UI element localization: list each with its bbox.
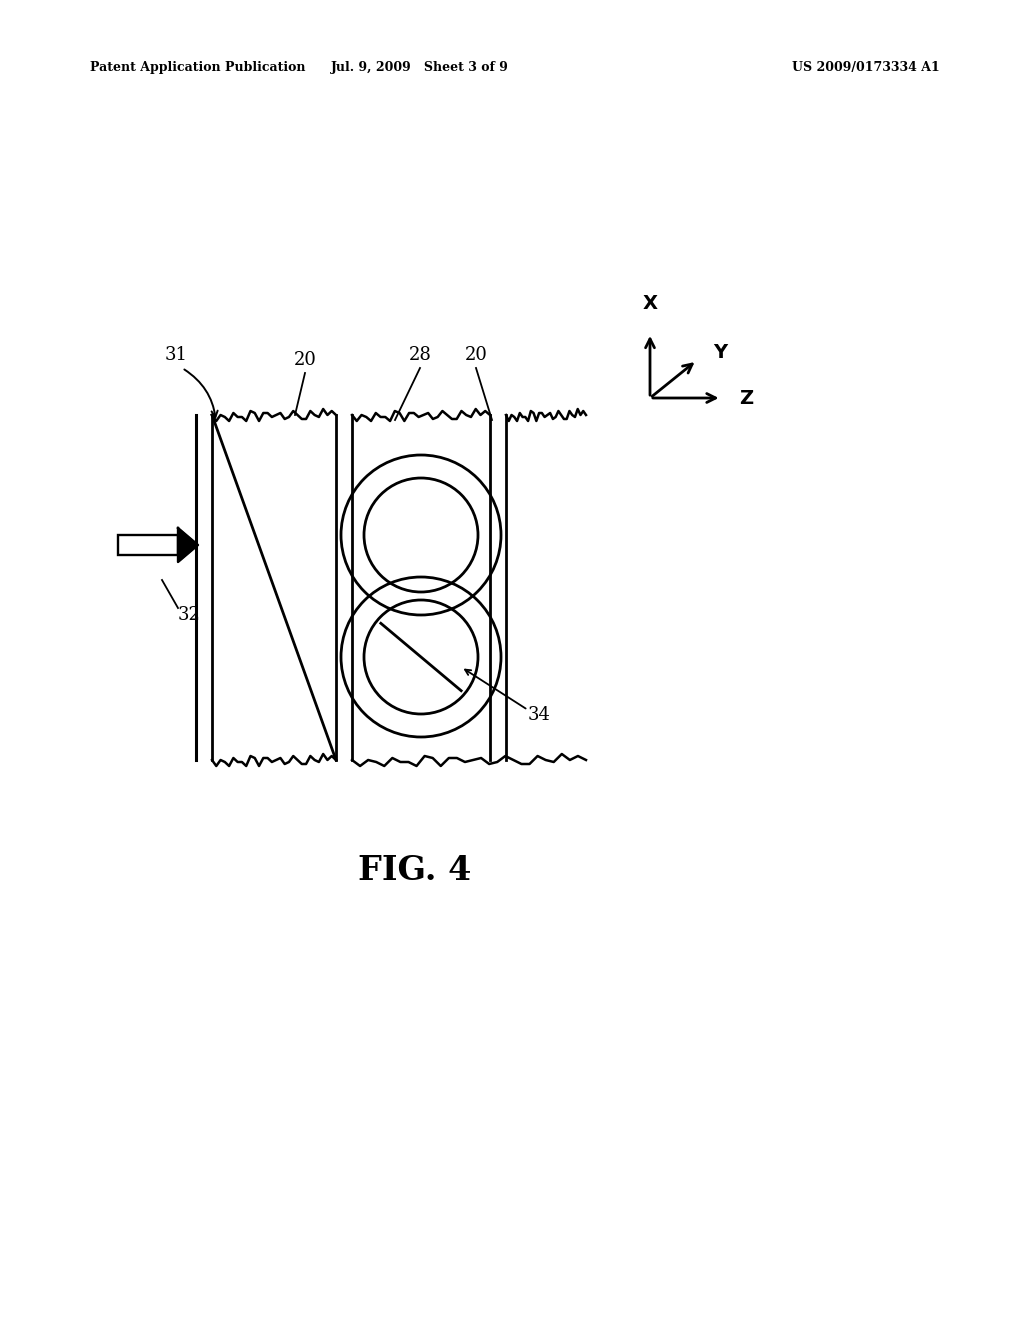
Text: US 2009/0173334 A1: US 2009/0173334 A1: [793, 62, 940, 74]
Text: FIG. 4: FIG. 4: [358, 854, 472, 887]
Text: X: X: [642, 294, 657, 313]
Text: Z: Z: [739, 388, 754, 408]
Text: 20: 20: [294, 351, 316, 370]
Text: Y: Y: [713, 343, 727, 362]
Bar: [118, 535, 178, 554]
Text: 28: 28: [409, 346, 431, 364]
Text: 32: 32: [178, 606, 201, 624]
Text: Patent Application Publication: Patent Application Publication: [90, 62, 305, 74]
Polygon shape: [178, 528, 198, 562]
Text: 31: 31: [165, 346, 188, 364]
Text: 34: 34: [528, 706, 551, 723]
Text: 20: 20: [465, 346, 487, 364]
Text: Jul. 9, 2009   Sheet 3 of 9: Jul. 9, 2009 Sheet 3 of 9: [331, 62, 509, 74]
